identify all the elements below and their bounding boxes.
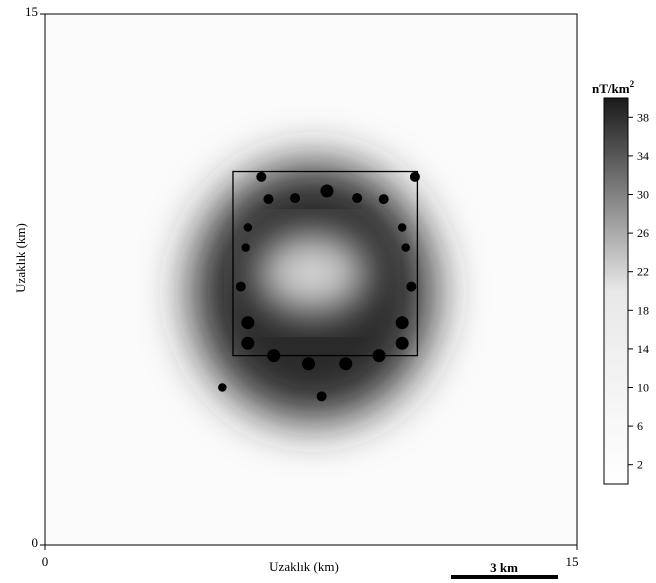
colorbar-tick-label: 10 — [637, 381, 649, 395]
data-point — [395, 336, 409, 350]
data-point — [241, 336, 255, 350]
data-point — [263, 194, 274, 205]
data-point — [320, 184, 334, 198]
x-tick-label-0: 0 — [42, 554, 49, 569]
data-point — [256, 171, 267, 182]
scale-bar: 3 km — [451, 560, 558, 579]
data-point — [339, 357, 353, 371]
data-point — [290, 193, 301, 204]
y-axis-label: Uzaklık (km) — [13, 223, 28, 293]
colorbar-tick-label: 30 — [637, 188, 649, 202]
y-tick-label-15: 15 — [25, 4, 38, 19]
data-point — [352, 193, 363, 204]
plot-frame — [44, 13, 578, 546]
heatmap-area — [45, 14, 577, 545]
colorbar-title: nT/km2 — [592, 79, 635, 96]
y-tick-label-0: 0 — [32, 535, 39, 550]
colorbar-tick-label: 22 — [637, 265, 649, 279]
data-point — [218, 383, 227, 392]
colorbar-tick-label: 14 — [637, 342, 649, 356]
data-point — [378, 194, 389, 205]
data-point — [316, 391, 327, 402]
colorbar-tick-label: 38 — [637, 110, 649, 124]
square-outline — [232, 170, 419, 357]
x-axis-label: Uzaklık (km) — [269, 559, 339, 574]
x-tick-label-15: 15 — [566, 554, 579, 569]
colorbar-gradient — [603, 97, 629, 485]
data-point — [395, 316, 409, 330]
scale-bar-line — [451, 575, 558, 579]
data-point — [241, 316, 255, 330]
data-point — [235, 281, 246, 292]
data-point — [406, 281, 417, 292]
points-layer — [218, 171, 420, 402]
heatmap-anomaly — [191, 162, 435, 422]
data-point — [409, 171, 420, 182]
data-point — [302, 357, 316, 371]
colorbar-tick-label: 6 — [637, 419, 643, 433]
colorbar-tick-label: 2 — [637, 458, 643, 472]
scale-bar-label: 3 km — [490, 560, 518, 575]
data-point — [372, 349, 386, 363]
colorbar-tick-label: 26 — [637, 226, 649, 240]
colorbar-tick-label: 34 — [637, 149, 649, 163]
data-point — [397, 223, 407, 232]
data-point — [401, 243, 410, 252]
data-point — [241, 243, 250, 252]
data-point — [243, 223, 253, 232]
anomaly-core — [257, 233, 367, 313]
colorbar-tick-label: 18 — [637, 303, 649, 317]
data-point — [267, 349, 281, 363]
